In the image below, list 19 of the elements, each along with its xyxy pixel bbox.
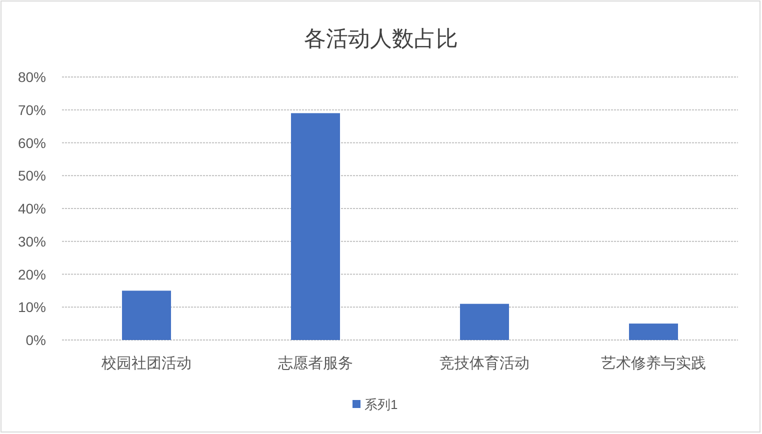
y-tick-label: 80% (18, 69, 46, 85)
y-tick-label: 30% (18, 233, 46, 250)
y-tick-label: 0% (26, 332, 46, 348)
y-tick-label: 40% (18, 200, 46, 216)
chart-title: 各活动人数占比 (304, 26, 458, 51)
x-tick-label: 志愿者服务 (278, 355, 353, 372)
legend-label: 系列1 (364, 397, 398, 412)
x-tick-label: 竞技体育活动 (440, 355, 530, 372)
y-tick-label: 70% (18, 102, 46, 118)
bar (628, 324, 678, 340)
x-tick-label: 艺术修养与实践 (601, 355, 706, 372)
bar (290, 113, 340, 340)
bar (122, 290, 172, 340)
x-tick-label: 校园社团活动 (100, 355, 192, 372)
bar (460, 304, 510, 340)
y-tick-label: 50% (18, 168, 46, 184)
y-tick-label: 10% (18, 299, 46, 316)
y-tick-label: 60% (18, 134, 46, 151)
y-tick-label: 20% (18, 266, 46, 282)
